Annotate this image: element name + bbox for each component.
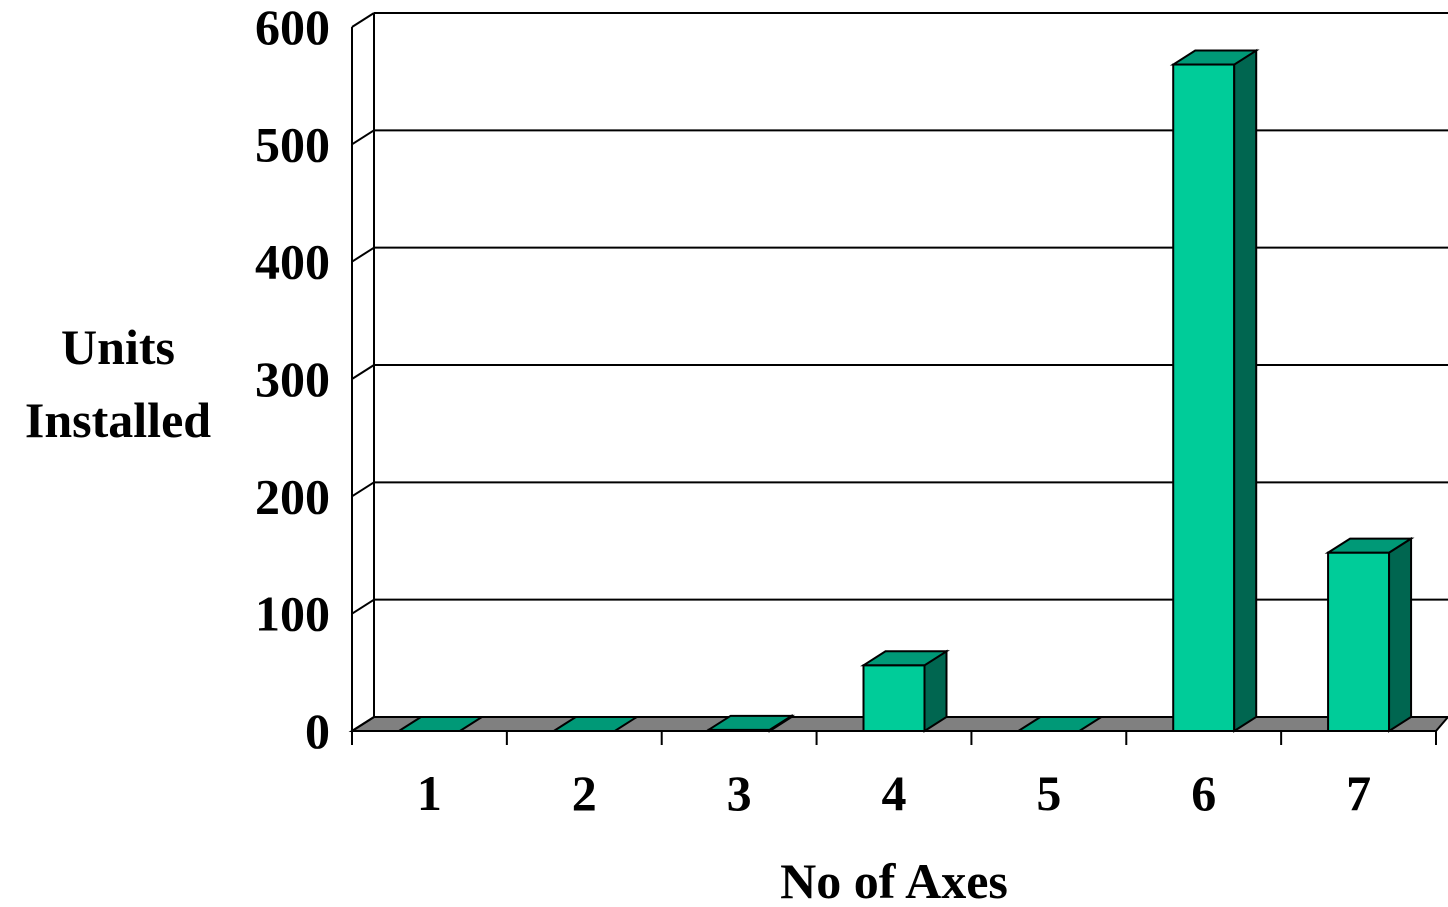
bar — [1169, 48, 1260, 733]
bar-front — [862, 664, 926, 732]
y-axis-tick — [351, 598, 375, 615]
y-axis-tick — [351, 716, 375, 732]
bar — [550, 716, 641, 732]
bar-top — [550, 716, 641, 732]
axes — [351, 12, 1437, 745]
y-axis-tick — [351, 246, 375, 263]
bar — [1014, 716, 1105, 732]
bar-top — [1014, 716, 1105, 732]
x-tick-label: 3 — [727, 765, 752, 821]
y-tick-label: 600 — [255, 0, 330, 55]
bar-top — [860, 650, 950, 667]
bar-side — [1388, 536, 1413, 733]
x-tick-label: 2 — [572, 765, 597, 821]
bar-top — [1324, 537, 1415, 554]
x-axis-label: No of Axes — [780, 853, 1008, 907]
gridlines — [374, 12, 1448, 601]
bars — [395, 48, 1415, 733]
bar-top — [1169, 49, 1260, 66]
bar — [1324, 536, 1415, 733]
y-axis-tick — [351, 12, 375, 28]
bar-top — [395, 716, 486, 732]
y-tick-label: 400 — [255, 234, 330, 290]
bar — [395, 716, 486, 732]
y-tick-label: 300 — [255, 351, 330, 407]
bar-side — [1233, 48, 1258, 733]
x-tick-label: 5 — [1036, 765, 1061, 821]
bar — [705, 714, 796, 733]
bar-front — [1327, 551, 1391, 732]
x-tick-label: 1 — [417, 765, 442, 821]
y-axis-label-line-2: Installed — [25, 392, 211, 448]
bar-front — [1172, 63, 1236, 732]
x-tick-label: 7 — [1346, 765, 1371, 821]
y-tick-label: 500 — [255, 116, 330, 172]
x-tick-label: 4 — [882, 765, 907, 821]
y-tick-label: 200 — [255, 468, 330, 524]
y-tick-label: 100 — [255, 586, 330, 642]
y-axis-label-line-1: Units — [61, 319, 175, 375]
y-tick-labels: 0 100 200 300 400 500 600 — [255, 0, 330, 759]
y-tick-label: 0 — [305, 703, 330, 759]
x-tick-label: 6 — [1191, 765, 1216, 821]
x-tick-labels: 1 2 3 4 5 6 7 — [417, 765, 1371, 821]
bar-top — [705, 714, 796, 731]
y-axis-tick — [351, 364, 375, 380]
y-axis-tick — [351, 129, 375, 146]
bar — [860, 649, 950, 733]
y-axis-tick — [351, 481, 375, 498]
